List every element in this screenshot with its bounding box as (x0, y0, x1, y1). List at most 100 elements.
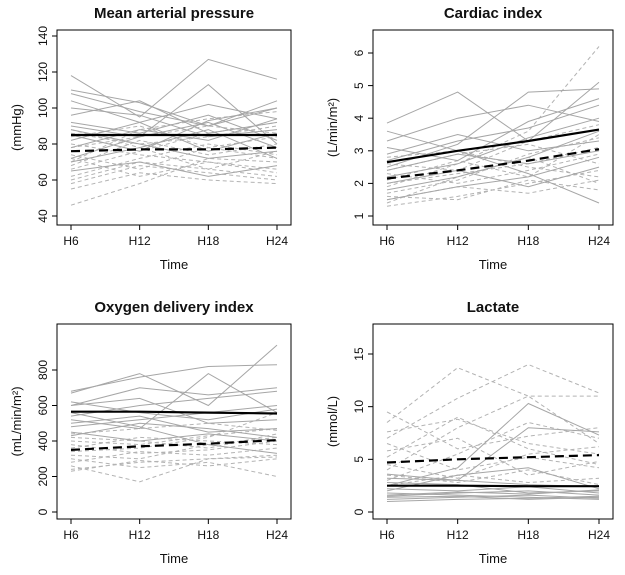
plot-frame (372, 323, 614, 520)
x-axis-label: Time (160, 257, 188, 272)
individual-line-solid (386, 130, 600, 204)
individual-line-dashed (386, 153, 600, 184)
x-tick-label: H18 (517, 528, 539, 542)
individual-line-dashed (386, 443, 600, 471)
x-tick-label: H24 (266, 234, 288, 248)
individual-line-dashed (386, 179, 600, 201)
individual-line-solid (70, 107, 278, 138)
individual-line-solid (70, 401, 278, 421)
individual-line-solid (386, 402, 600, 487)
y-tick-label: 800 (36, 360, 50, 380)
x-axis-label: Time (479, 257, 507, 272)
x-axis-label: Time (160, 551, 188, 566)
individual-line-solid (386, 489, 600, 496)
y-tick-label: 120 (36, 62, 50, 82)
y-tick-label: 10 (352, 400, 366, 414)
plot-frame (56, 29, 292, 226)
individual-line-dashed (70, 111, 278, 163)
x-tick-label: H18 (197, 234, 219, 248)
individual-line-solid (386, 156, 600, 201)
plot-frame (372, 29, 614, 226)
individual-line-solid (386, 486, 600, 494)
y-tick-label: 0 (352, 508, 366, 515)
individual-line-solid (70, 161, 278, 177)
y-tick-label: 80 (36, 137, 50, 151)
y-tick-label: 140 (36, 26, 50, 46)
individual-line-solid (386, 104, 600, 142)
y-tick-label: 6 (352, 49, 366, 56)
individual-line-solid (386, 467, 600, 492)
individual-line-dashed (70, 458, 278, 472)
individual-line-dashed (386, 421, 600, 481)
individual-line-solid (386, 166, 600, 188)
individual-line-dashed (386, 411, 600, 450)
individual-line-solid (70, 114, 278, 141)
individual-line-solid (70, 422, 278, 438)
mean-line-dashed (70, 439, 278, 451)
mean-line-dashed (386, 454, 600, 464)
x-tick-label: H6 (63, 234, 79, 248)
mean-line-dashed (386, 148, 600, 180)
y-axis-label: (mmol/L) (325, 396, 340, 447)
x-tick-label: H24 (266, 528, 288, 542)
individual-line-solid (386, 495, 600, 500)
y-tick-label: 2 (352, 180, 366, 187)
x-tick-label: H12 (447, 528, 469, 542)
panel-2: Cardiac index 1 2 3 4 5 6 H6 H12 H18 H24 Time (L/min… (325, 5, 614, 272)
panel-3: Oxygen delivery index 0 200 400 600 800 H6 H12 H… (9, 299, 292, 566)
individual-line-dashed (386, 446, 600, 479)
mean-line-solid (387, 484, 599, 488)
individual-line-solid (70, 412, 278, 454)
individual-line-solid (386, 150, 600, 171)
y-tick-label: 600 (36, 395, 50, 415)
individual-line-solid (386, 104, 600, 162)
individual-line-solid (386, 133, 600, 155)
individual-line-solid (386, 117, 600, 178)
panel-title: Lactate (467, 299, 520, 316)
y-tick-label: 0 (36, 508, 50, 515)
individual-line-dashed (386, 395, 600, 471)
individual-line-dashed (386, 474, 600, 487)
individual-line-dashed (386, 416, 600, 466)
x-tick-label: H6 (379, 234, 395, 248)
x-tick-label: H18 (197, 528, 219, 542)
panel-title: Mean arterial pressure (94, 5, 254, 22)
x-axis-label: Time (479, 551, 507, 566)
x-tick-label: H6 (379, 528, 395, 542)
individual-line-solid (386, 81, 600, 142)
panel-title: Cardiac index (444, 5, 543, 22)
individual-line-dashed (70, 458, 278, 477)
x-tick-label: H12 (447, 234, 469, 248)
x-tick-label: H12 (129, 528, 151, 542)
individual-line-dashed (386, 367, 599, 423)
y-tick-label: 40 (36, 209, 50, 223)
x-tick-label: H12 (129, 234, 151, 248)
individual-line-dashed (386, 469, 600, 486)
individual-line-solid (70, 397, 278, 424)
individual-line-dashed (386, 363, 600, 439)
y-tick-label: 15 (352, 347, 366, 361)
individual-line-solid (70, 372, 278, 430)
individual-line-dashed (386, 156, 600, 204)
x-tick-label: H6 (63, 528, 79, 542)
mean-line-solid (71, 410, 278, 415)
y-tick-label: 1 (352, 212, 366, 219)
y-tick-label: 400 (36, 431, 50, 451)
plot-frame (56, 323, 292, 520)
individual-line-solid (70, 344, 278, 407)
individual-line-solid (70, 431, 278, 442)
individual-line-solid (70, 364, 278, 392)
individual-line-solid (70, 121, 278, 152)
panel-1: Mean arterial pressure 40 60 80 100 120 140 H6 H… (9, 5, 292, 272)
y-axis-label: (L/min/m²) (325, 98, 340, 157)
mean-line-dashed (70, 146, 278, 153)
panel-4: Lactate 0 5 10 15 H6 H12 H18 H24 Time (mmol/L) (325, 299, 614, 566)
individual-line-dashed (70, 139, 278, 167)
individual-line-solid (70, 387, 278, 406)
individual-line-dashed (70, 150, 278, 181)
y-axis-label: (mL/min/m²) (9, 386, 24, 456)
individual-line-solid (70, 93, 278, 127)
x-tick-label: H24 (588, 234, 610, 248)
y-tick-label: 100 (36, 98, 50, 118)
individual-line-dashed (386, 418, 600, 455)
